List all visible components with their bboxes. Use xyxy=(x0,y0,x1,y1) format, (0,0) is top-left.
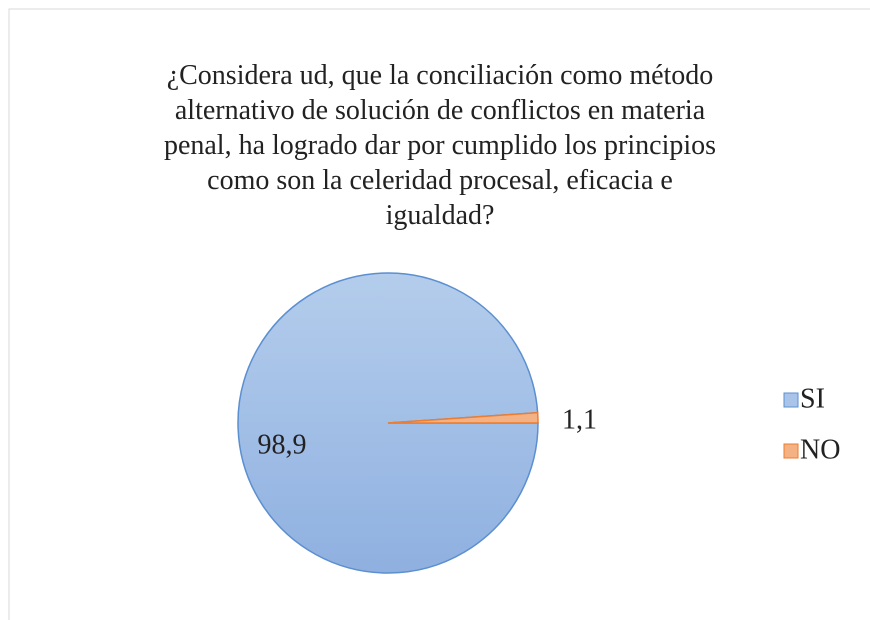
pie-slice xyxy=(387,411,539,424)
legend-swatch xyxy=(783,392,799,408)
data-label: 1,1 xyxy=(562,404,597,435)
chart-frame xyxy=(8,8,870,620)
legend-swatch xyxy=(783,443,799,459)
data-label: 98,9 xyxy=(258,429,307,460)
legend-label: NO xyxy=(800,434,840,465)
chart-title: ¿Considera ud, que la conciliación como … xyxy=(163,60,717,231)
legend-label: SI xyxy=(800,383,825,414)
